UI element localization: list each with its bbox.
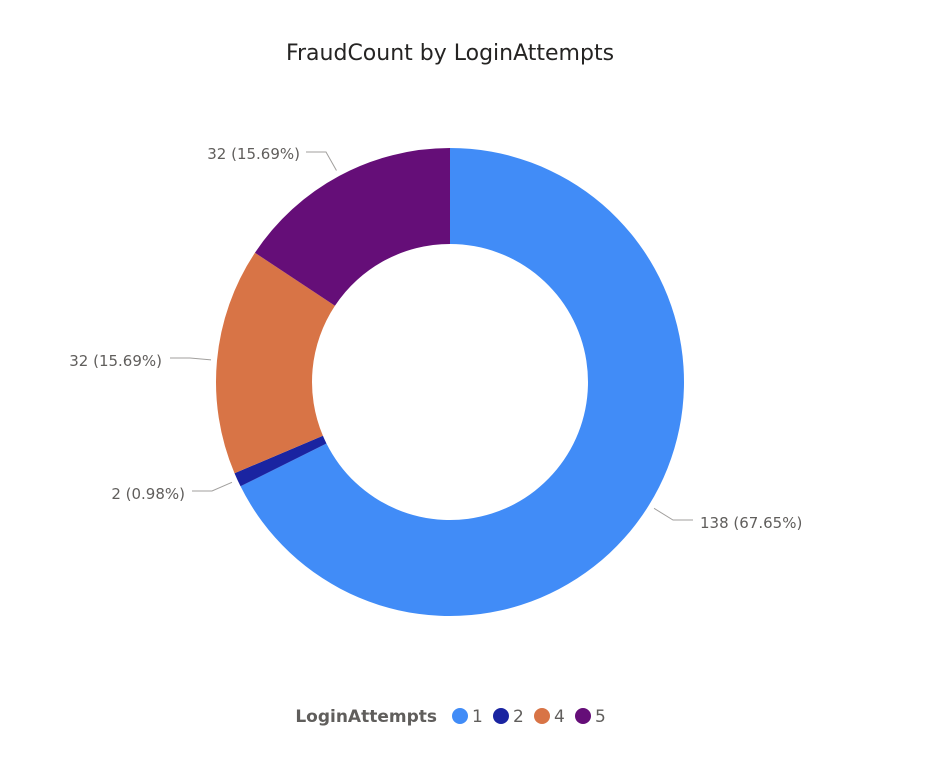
- legend-label-4: 4: [554, 707, 565, 727]
- legend-item-5[interactable]: 5: [575, 707, 606, 727]
- data-labels-group: 138 (67.65%) 2 (0.98%) 32 (15.69%) 32 (15.6…: [69, 145, 802, 532]
- legend-items: 1 2 4 5: [452, 707, 606, 727]
- slice-4[interactable]: [215, 252, 335, 474]
- data-label-1: 138 (67.65%): [700, 514, 802, 532]
- slice-5[interactable]: [254, 148, 450, 306]
- leader-line-1: [653, 507, 693, 521]
- data-label-4: 32 (15.69%): [69, 352, 162, 370]
- legend: LoginAttempts 1 2 4 5: [295, 707, 606, 727]
- legend-title: LoginAttempts: [295, 707, 437, 727]
- data-label-5: 32 (15.69%): [207, 145, 300, 163]
- legend-marker-2: [493, 708, 509, 724]
- chart-title: FraudCount by LoginAttempts: [286, 41, 614, 66]
- legend-item-1[interactable]: 1: [452, 707, 483, 727]
- leader-line-2: [192, 481, 233, 492]
- legend-marker-1: [452, 708, 468, 724]
- slice-2[interactable]: [234, 435, 327, 487]
- legend-marker-4: [534, 708, 550, 724]
- legend-label-5: 5: [595, 707, 606, 727]
- leader-line-4: [170, 357, 212, 361]
- slices-group: [215, 148, 684, 616]
- data-label-2: 2 (0.98%): [111, 485, 185, 503]
- slice-1[interactable]: [240, 148, 684, 616]
- leader-line-5: [306, 151, 337, 171]
- legend-marker-5: [575, 708, 591, 724]
- legend-item-4[interactable]: 4: [534, 707, 565, 727]
- legend-item-2[interactable]: 2: [493, 707, 524, 727]
- legend-label-1: 1: [472, 707, 483, 727]
- legend-label-2: 2: [513, 707, 524, 727]
